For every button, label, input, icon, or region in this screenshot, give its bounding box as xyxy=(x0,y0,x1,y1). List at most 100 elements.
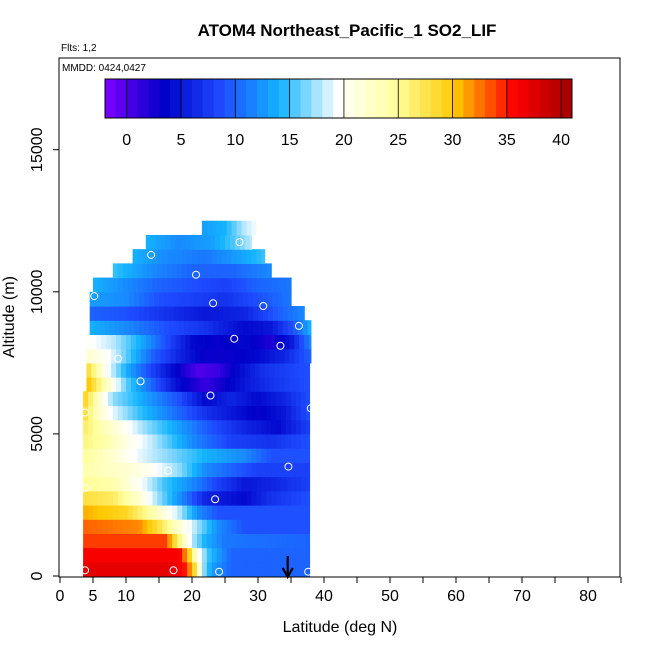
colorbar-segment xyxy=(257,79,269,118)
colorbar-segment xyxy=(246,79,258,118)
heatmap-cell xyxy=(286,433,292,449)
heatmap-cell xyxy=(215,348,221,364)
heatmap-cell xyxy=(208,320,215,336)
heatmap-cell xyxy=(187,263,193,279)
heatmap-cell xyxy=(231,476,238,492)
heatmap-cell xyxy=(193,291,200,307)
heatmap-cell xyxy=(157,249,163,264)
heatmap-cell xyxy=(97,490,104,506)
heatmap-cell xyxy=(124,320,130,336)
heatmap-cell xyxy=(269,362,276,378)
heatmap-cell xyxy=(96,362,102,378)
heatmap-cell xyxy=(112,476,119,492)
heatmap-cell xyxy=(167,419,173,435)
heatmap-cell xyxy=(149,306,155,321)
x-tick-label: 20 xyxy=(183,588,201,605)
heatmap-cell xyxy=(188,306,195,321)
heatmap-cell xyxy=(304,377,310,392)
heatmap-cell xyxy=(99,291,106,307)
heatmap-cell xyxy=(289,362,295,378)
heatmap-cell xyxy=(262,291,269,307)
heatmap-cell xyxy=(83,533,89,549)
heatmap-cell xyxy=(196,433,203,449)
heatmap-cell xyxy=(246,519,252,534)
heatmap-cell xyxy=(97,405,104,421)
heatmap-cell xyxy=(93,561,99,577)
heatmap-cell xyxy=(284,377,290,392)
heatmap-cell xyxy=(286,419,292,435)
heatmap-cell xyxy=(211,277,218,293)
heatmap-cell xyxy=(83,490,89,506)
heatmap-cell xyxy=(295,533,302,549)
heatmap-cell xyxy=(201,419,208,435)
heatmap-cell xyxy=(121,377,127,392)
heatmap-cell xyxy=(261,391,267,407)
heatmap-cell xyxy=(300,519,307,534)
heatmap-cell xyxy=(177,405,183,421)
heatmap-cell xyxy=(221,547,228,563)
heatmap-cell xyxy=(251,249,257,264)
heatmap-cell xyxy=(272,320,279,336)
heatmap-cell xyxy=(304,348,310,364)
heatmap-cell xyxy=(93,419,99,435)
heatmap-cell xyxy=(266,462,272,478)
heatmap-cell xyxy=(231,448,238,463)
heatmap-cell xyxy=(132,490,139,506)
heatmap-cell xyxy=(93,433,99,449)
heatmap-cell xyxy=(88,519,94,534)
heatmap-cell xyxy=(211,504,218,520)
heatmap-cell xyxy=(251,490,257,506)
heatmap-cell xyxy=(132,561,139,577)
heatmap-cell xyxy=(127,405,134,421)
colorbar-segment xyxy=(224,79,236,118)
heatmap-cell xyxy=(241,519,248,534)
heatmap-cell xyxy=(256,263,262,279)
heatmap-cell xyxy=(226,533,233,549)
heatmap-cell xyxy=(251,533,257,549)
heatmap-cell xyxy=(196,533,203,549)
heatmap-cell xyxy=(211,533,218,549)
heatmap-cell xyxy=(281,476,287,492)
heatmap-cell xyxy=(97,519,104,534)
heatmap-cell xyxy=(127,263,134,279)
heatmap-cell xyxy=(167,547,173,563)
heatmap-cell xyxy=(132,277,139,293)
heatmap-cell xyxy=(142,391,149,407)
heatmap-cell xyxy=(93,462,99,478)
heatmap-cell xyxy=(272,291,279,307)
heatmap-cell xyxy=(196,547,203,563)
heatmap-cell xyxy=(93,504,99,520)
heatmap-cell xyxy=(286,490,292,506)
heatmap-cell xyxy=(177,462,183,478)
heatmap-cell xyxy=(119,291,125,307)
heatmap-cell xyxy=(211,519,218,534)
heatmap-cell xyxy=(266,561,272,577)
heatmap-cell xyxy=(295,405,302,421)
heatmap-cell xyxy=(286,533,292,549)
heatmap-cell xyxy=(127,504,134,520)
heatmap-cell xyxy=(135,348,142,364)
heatmap-cell xyxy=(254,362,261,378)
heatmap-cell xyxy=(157,263,163,279)
heatmap-cell xyxy=(192,391,198,407)
heatmap-cell xyxy=(251,547,257,563)
heatmap-cell xyxy=(177,504,183,520)
heatmap-cell xyxy=(162,277,168,293)
y-axis: 0 5000 10000 15000 xyxy=(29,127,59,580)
heatmap-cell xyxy=(266,277,272,293)
heatmap-cell xyxy=(192,277,198,293)
heatmap-cell xyxy=(281,433,287,449)
x-tick-label: 70 xyxy=(513,588,531,605)
heatmap-cell xyxy=(187,462,193,478)
heatmap-cell xyxy=(142,547,149,563)
observation-point xyxy=(114,354,123,363)
heatmap-cell xyxy=(177,547,183,563)
heatmap-cell xyxy=(271,504,277,520)
heatmap-cell xyxy=(177,448,183,463)
colorbar-tick-label: 35 xyxy=(498,132,516,149)
plot-frame xyxy=(58,57,621,578)
heatmap-cell xyxy=(271,533,277,549)
heatmap-cell xyxy=(107,490,114,506)
heatmap-cell xyxy=(168,306,175,321)
heatmap-cell xyxy=(253,320,259,336)
